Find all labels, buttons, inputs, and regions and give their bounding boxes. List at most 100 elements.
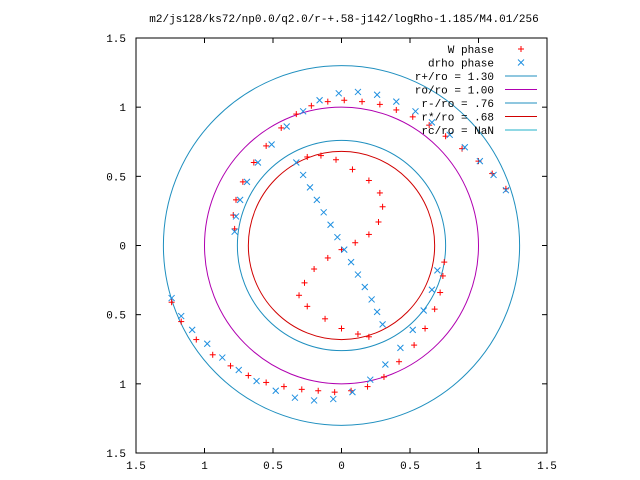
data-point xyxy=(301,279,308,286)
data-point xyxy=(442,133,449,140)
data-point xyxy=(341,97,348,104)
y-tick-label: 1.5 xyxy=(106,449,126,461)
data-point xyxy=(193,336,200,343)
data-point xyxy=(380,373,387,380)
data-point xyxy=(218,354,226,361)
data-point xyxy=(232,213,240,220)
data-point xyxy=(316,96,323,104)
data-point xyxy=(340,246,348,254)
data-point xyxy=(502,185,509,192)
data-point xyxy=(177,312,185,320)
data-point xyxy=(231,228,238,236)
data-point xyxy=(476,157,484,165)
series-1 xyxy=(168,88,510,404)
data-point xyxy=(365,177,372,184)
data-point xyxy=(361,283,369,291)
data-point xyxy=(379,320,386,328)
data-point xyxy=(231,225,238,232)
x-tick-label: 1.5 xyxy=(126,461,146,473)
data-point xyxy=(254,159,262,166)
data-point xyxy=(409,113,416,120)
data-point xyxy=(306,184,314,191)
data-point xyxy=(365,333,372,340)
data-point xyxy=(368,296,375,303)
data-point xyxy=(335,89,343,97)
legend-entry: W phase xyxy=(448,45,524,57)
data-point xyxy=(365,231,372,238)
data-point xyxy=(308,102,315,109)
data-point xyxy=(373,308,381,316)
data-point xyxy=(310,397,318,404)
circle-0 xyxy=(162,65,521,426)
data-point xyxy=(333,156,340,163)
data-point xyxy=(441,259,448,266)
data-point xyxy=(376,189,383,196)
series-0 xyxy=(168,97,509,396)
data-point xyxy=(411,342,418,349)
data-point xyxy=(349,388,356,396)
x-tick-label: 1.5 xyxy=(537,461,557,473)
legend-label: r+/ro = 1.30 xyxy=(415,72,494,84)
data-point xyxy=(291,394,299,402)
data-point xyxy=(331,389,338,396)
data-point xyxy=(253,377,260,385)
data-point xyxy=(354,88,362,96)
data-point xyxy=(366,376,374,384)
data-point xyxy=(354,331,361,338)
data-point xyxy=(428,286,436,294)
y-tick-label: 1.5 xyxy=(106,34,126,46)
data-point xyxy=(349,166,356,173)
data-points xyxy=(168,88,510,404)
legend-marker-sample xyxy=(518,46,524,52)
chart-title: m2/js128/ks72/np0.0/q2.0/r-+.58-j142/log… xyxy=(149,14,538,26)
legend-label: r*/ro = .68 xyxy=(421,113,494,125)
x-tick-label: 0.5 xyxy=(400,461,420,473)
legend-entry: rc/ro = NaN xyxy=(421,126,537,138)
circle-3 xyxy=(247,150,436,341)
data-point xyxy=(354,271,362,278)
data-point xyxy=(293,111,300,118)
data-point xyxy=(304,153,311,160)
legend-entry: ro/ro = 1.00 xyxy=(415,86,537,98)
data-point xyxy=(272,387,280,395)
data-point xyxy=(250,159,257,166)
legend-label: W phase xyxy=(448,45,494,57)
data-point xyxy=(347,258,355,266)
data-point xyxy=(299,171,307,179)
data-point xyxy=(329,395,337,403)
legend-label: drho phase xyxy=(428,59,494,71)
data-point xyxy=(446,131,454,139)
legend-label: r-/ro = .76 xyxy=(421,99,494,111)
data-point xyxy=(324,254,331,261)
data-point xyxy=(327,221,334,229)
data-point xyxy=(317,152,324,159)
data-point xyxy=(311,266,318,273)
data-point xyxy=(490,171,497,179)
data-point xyxy=(352,239,359,246)
data-point xyxy=(236,196,244,204)
legend-label: ro/ro = 1.00 xyxy=(415,86,494,98)
data-point xyxy=(475,158,482,165)
data-point xyxy=(364,383,371,390)
data-point xyxy=(381,361,389,368)
y-tick-label: 1 xyxy=(119,103,126,115)
data-point xyxy=(393,106,400,113)
x-tick-label: 0.5 xyxy=(263,461,283,473)
data-point xyxy=(320,208,328,216)
data-point xyxy=(168,299,175,306)
x-tick-label: 1 xyxy=(475,461,482,473)
data-point xyxy=(392,98,400,105)
data-point xyxy=(263,142,270,149)
data-point xyxy=(375,218,382,225)
data-point xyxy=(209,351,216,358)
legend-entry: drho phase xyxy=(428,59,525,71)
data-point xyxy=(243,178,251,186)
data-point xyxy=(412,107,419,115)
data-point xyxy=(278,124,285,131)
x-tick-label: 0 xyxy=(338,461,345,473)
y-tick-label: 0.5 xyxy=(106,311,126,323)
legend-entry: r*/ro = .68 xyxy=(421,113,537,125)
data-point xyxy=(168,294,175,302)
legend-label: rc/ro = NaN xyxy=(421,126,494,138)
data-point xyxy=(245,372,252,379)
